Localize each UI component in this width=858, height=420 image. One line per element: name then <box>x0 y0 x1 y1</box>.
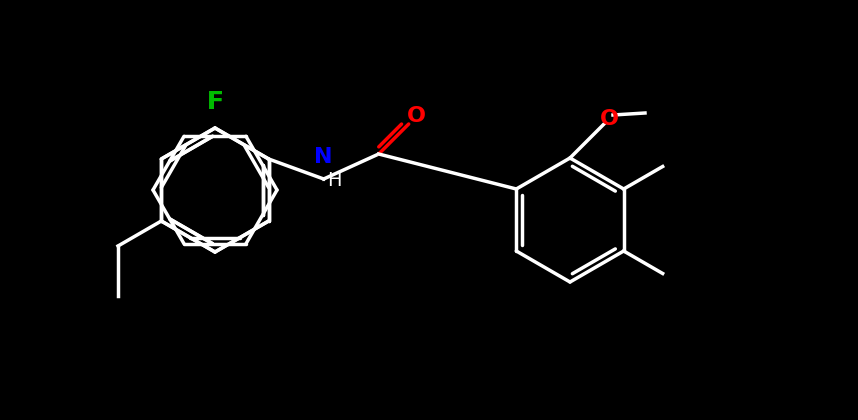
Text: O: O <box>600 109 619 129</box>
Text: H: H <box>327 171 341 191</box>
Text: F: F <box>207 90 223 114</box>
Text: F: F <box>207 90 223 114</box>
Text: N: N <box>314 147 333 167</box>
Text: O: O <box>408 106 426 126</box>
